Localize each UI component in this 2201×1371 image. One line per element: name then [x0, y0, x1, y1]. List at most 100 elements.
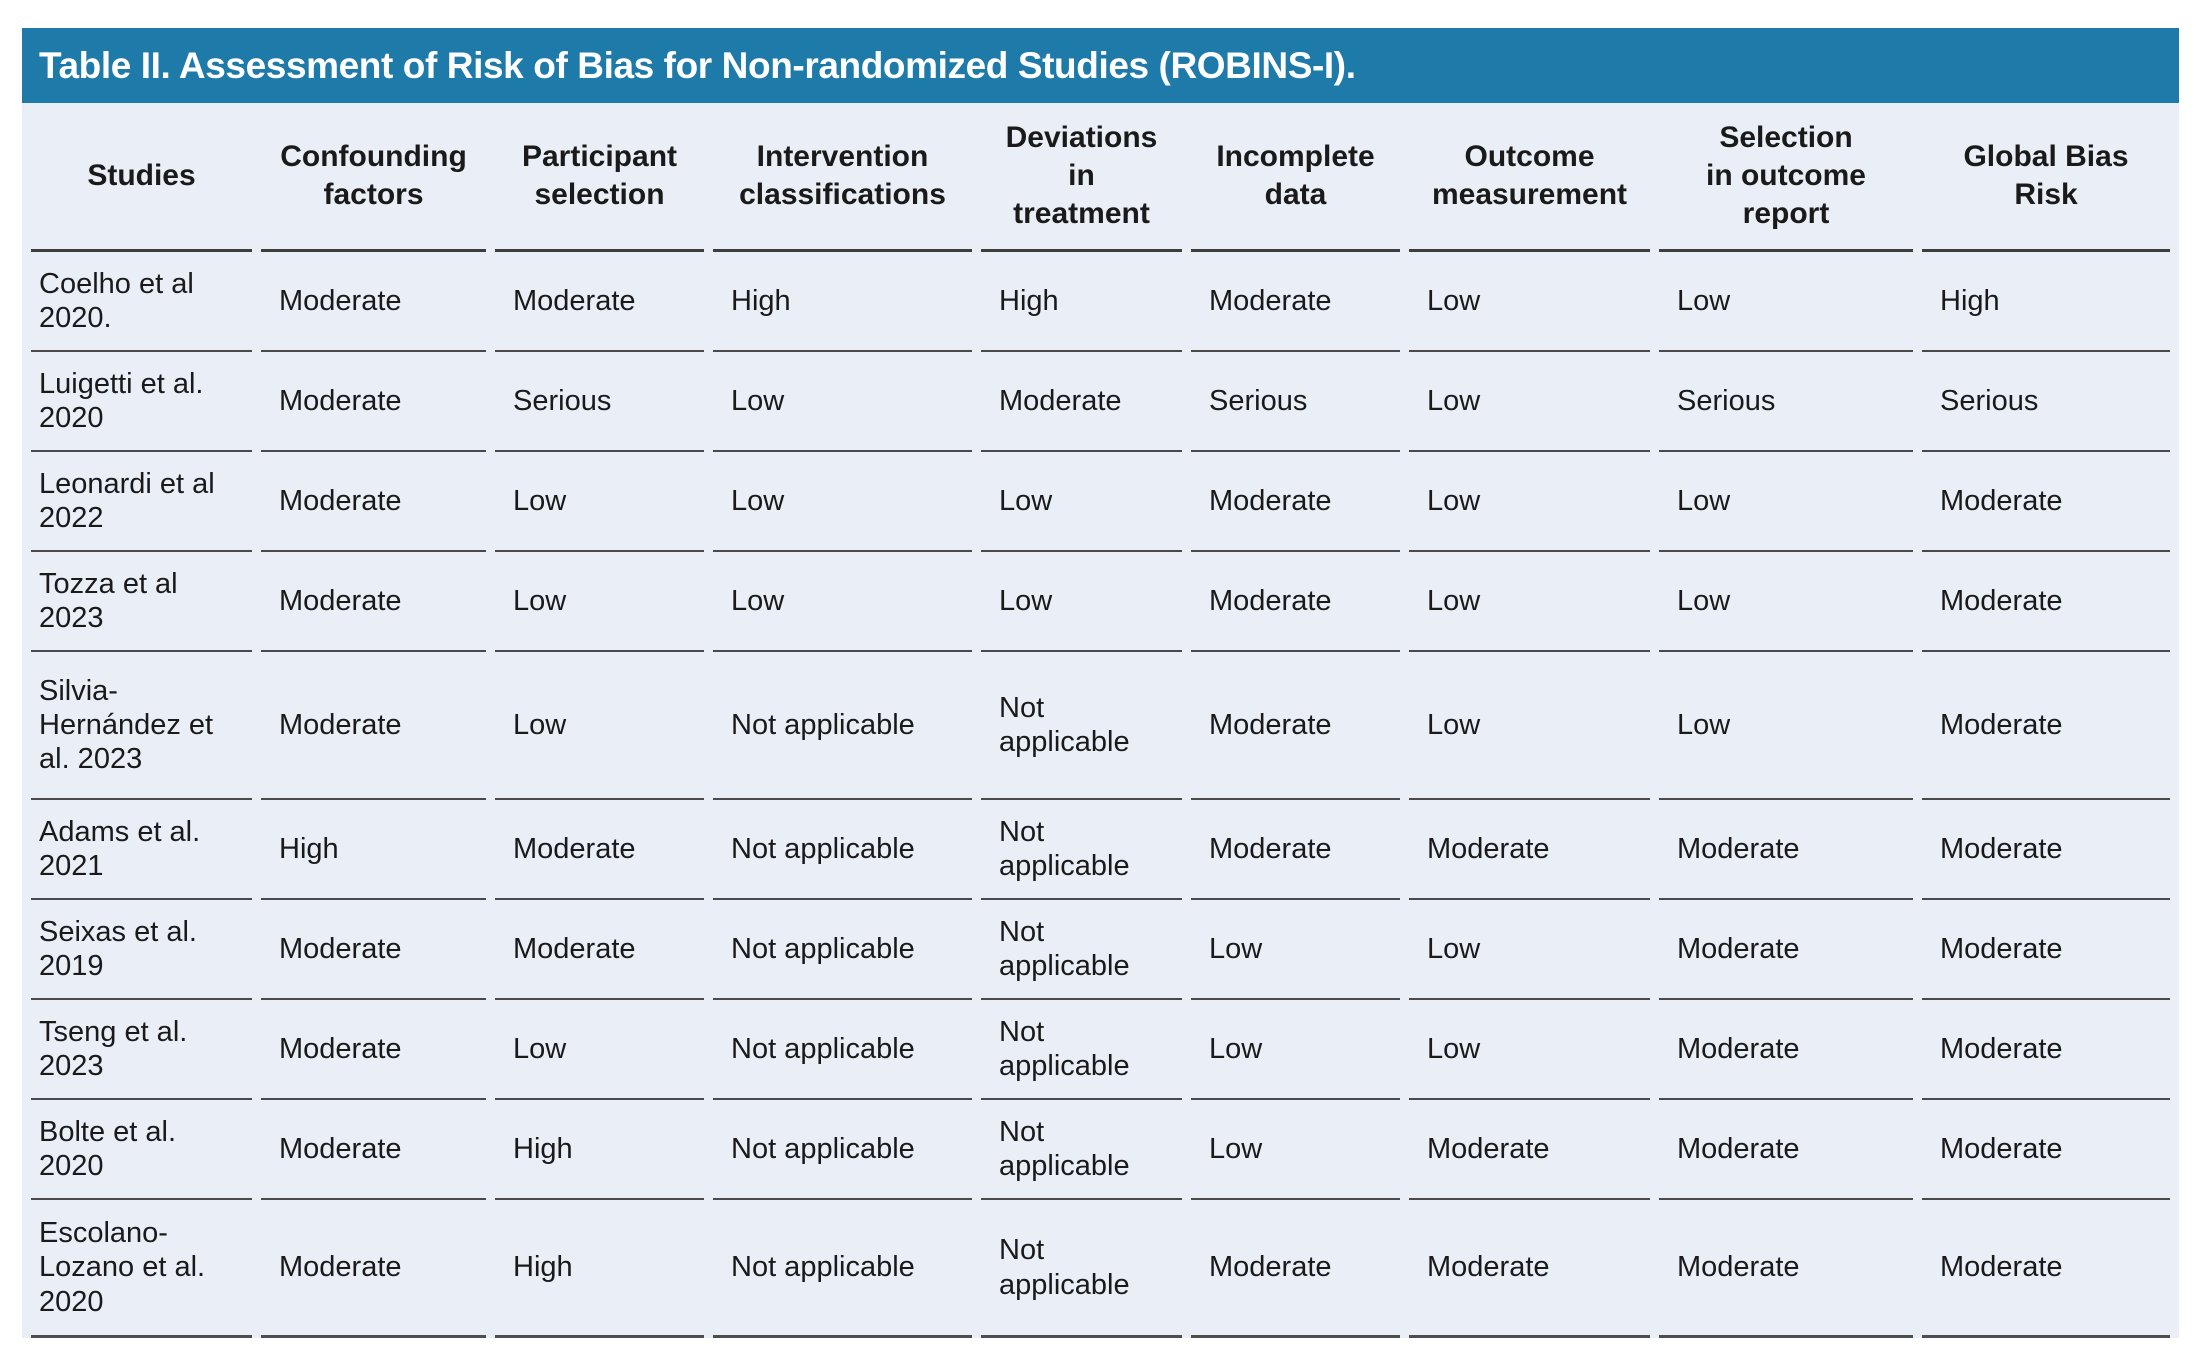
- value-cell: Moderate: [495, 252, 704, 352]
- value-cell: Low: [495, 652, 704, 800]
- table-row: Escolano-Lozano et al. 2020 Moderate High N…: [31, 1200, 2170, 1338]
- value-cell: Low: [713, 352, 972, 452]
- value-cell: Moderate: [1922, 552, 2170, 652]
- value-cell: Not applicable: [713, 1000, 972, 1100]
- column-header-5: Incomplete data: [1191, 103, 1400, 252]
- study-cell: Escolano-Lozano et al. 2020: [31, 1200, 252, 1338]
- study-cell: Leonardi et al 2022: [31, 452, 252, 552]
- robins-table: Studies Confounding factors Participant se…: [22, 103, 2179, 1338]
- value-cell: Low: [1659, 452, 1913, 552]
- value-cell: Low: [1409, 900, 1650, 1000]
- value-cell: Not applicable: [713, 900, 972, 1000]
- value-cell: Not applicable: [713, 652, 972, 800]
- study-cell: Tozza et al 2023: [31, 552, 252, 652]
- table-container: Studies Confounding factors Participant se…: [22, 103, 2179, 1338]
- value-cell: Not applicable: [981, 1100, 1182, 1200]
- value-cell: High: [713, 252, 972, 352]
- table-row: Adams et al. 2021 High Moderate Not applica…: [31, 800, 2170, 900]
- value-cell: Not applicable: [981, 652, 1182, 800]
- value-cell: Not applicable: [713, 800, 972, 900]
- value-cell: Low: [495, 452, 704, 552]
- value-cell: Serious: [1922, 352, 2170, 452]
- value-cell: Low: [981, 452, 1182, 552]
- column-header-0: Studies: [31, 103, 252, 252]
- value-cell: Low: [1659, 652, 1913, 800]
- value-cell: Low: [1409, 252, 1650, 352]
- study-cell: Coelho et al 2020.: [31, 252, 252, 352]
- value-cell: Moderate: [261, 900, 486, 1000]
- value-cell: Low: [713, 552, 972, 652]
- column-header-3: Intervention classifications: [713, 103, 972, 252]
- study-cell: Bolte et al. 2020: [31, 1100, 252, 1200]
- value-cell: Low: [713, 452, 972, 552]
- value-cell: Moderate: [1659, 1100, 1913, 1200]
- value-cell: Moderate: [1659, 900, 1913, 1000]
- table-row: Coelho et al 2020. Moderate Moderate High Hi…: [31, 252, 2170, 352]
- value-cell: Low: [1409, 1000, 1650, 1100]
- study-cell: Silvia-Hernández et al. 2023: [31, 652, 252, 800]
- value-cell: Moderate: [261, 652, 486, 800]
- value-cell: Moderate: [1191, 552, 1400, 652]
- column-header-4: Deviations in treatment: [981, 103, 1182, 252]
- value-cell: Not applicable: [713, 1100, 972, 1200]
- value-cell: Not applicable: [713, 1200, 972, 1338]
- column-header-6: Outcome measurement: [1409, 103, 1650, 252]
- table-row: Seixas et al. 2019 Moderate Moderate Not ap…: [31, 900, 2170, 1000]
- value-cell: Moderate: [495, 900, 704, 1000]
- value-cell: Moderate: [495, 800, 704, 900]
- table-title: Table II. Assessment of Risk of Bias for…: [39, 44, 1356, 86]
- value-cell: Moderate: [1191, 452, 1400, 552]
- value-cell: Not applicable: [981, 1200, 1182, 1338]
- value-cell: Low: [1409, 652, 1650, 800]
- value-cell: Moderate: [1191, 800, 1400, 900]
- value-cell: Low: [1409, 552, 1650, 652]
- study-cell: Seixas et al. 2019: [31, 900, 252, 1000]
- value-cell: Moderate: [261, 552, 486, 652]
- value-cell: Low: [1191, 1100, 1400, 1200]
- value-cell: High: [1922, 252, 2170, 352]
- value-cell: Moderate: [261, 1000, 486, 1100]
- column-header-8: Global Bias Risk: [1922, 103, 2170, 252]
- value-cell: Moderate: [1659, 800, 1913, 900]
- value-cell: Moderate: [1922, 900, 2170, 1000]
- table-row: Silvia-Hernández et al. 2023 Moderate Low N…: [31, 652, 2170, 800]
- value-cell: High: [495, 1100, 704, 1200]
- table-row: Tozza et al 2023 Moderate Low Low Low Moderat…: [31, 552, 2170, 652]
- value-cell: Moderate: [261, 252, 486, 352]
- value-cell: High: [495, 1200, 704, 1338]
- column-header-2: Participant selection: [495, 103, 704, 252]
- value-cell: Moderate: [1922, 652, 2170, 800]
- value-cell: Moderate: [1922, 452, 2170, 552]
- table-row: Tseng et al. 2023 Moderate Low Not applicab…: [31, 1000, 2170, 1100]
- value-cell: Moderate: [1409, 800, 1650, 900]
- value-cell: Not applicable: [981, 900, 1182, 1000]
- study-cell: Tseng et al. 2023: [31, 1000, 252, 1100]
- column-header-7: Selection in outcome report: [1659, 103, 1913, 252]
- value-cell: Not applicable: [981, 800, 1182, 900]
- value-cell: Low: [1409, 352, 1650, 452]
- value-cell: Moderate: [1922, 1100, 2170, 1200]
- value-cell: Moderate: [1922, 800, 2170, 900]
- value-cell: Low: [1659, 252, 1913, 352]
- value-cell: Moderate: [1191, 1200, 1400, 1338]
- table-row: Luigetti et al. 2020 Moderate Serious Low Mo…: [31, 352, 2170, 452]
- value-cell: High: [261, 800, 486, 900]
- value-cell: Serious: [1659, 352, 1913, 452]
- value-cell: Moderate: [1409, 1100, 1650, 1200]
- value-cell: Low: [1659, 552, 1913, 652]
- value-cell: Low: [1191, 900, 1400, 1000]
- value-cell: Low: [981, 552, 1182, 652]
- value-cell: Moderate: [261, 1100, 486, 1200]
- value-cell: Moderate: [261, 452, 486, 552]
- value-cell: Moderate: [1191, 652, 1400, 800]
- value-cell: Low: [495, 552, 704, 652]
- value-cell: Moderate: [261, 1200, 486, 1338]
- value-cell: Low: [1409, 452, 1650, 552]
- value-cell: Moderate: [981, 352, 1182, 452]
- value-cell: Moderate: [1659, 1200, 1913, 1338]
- value-cell: Moderate: [1922, 1200, 2170, 1338]
- value-cell: Serious: [1191, 352, 1400, 452]
- value-cell: Moderate: [1659, 1000, 1913, 1100]
- value-cell: Moderate: [1409, 1200, 1650, 1338]
